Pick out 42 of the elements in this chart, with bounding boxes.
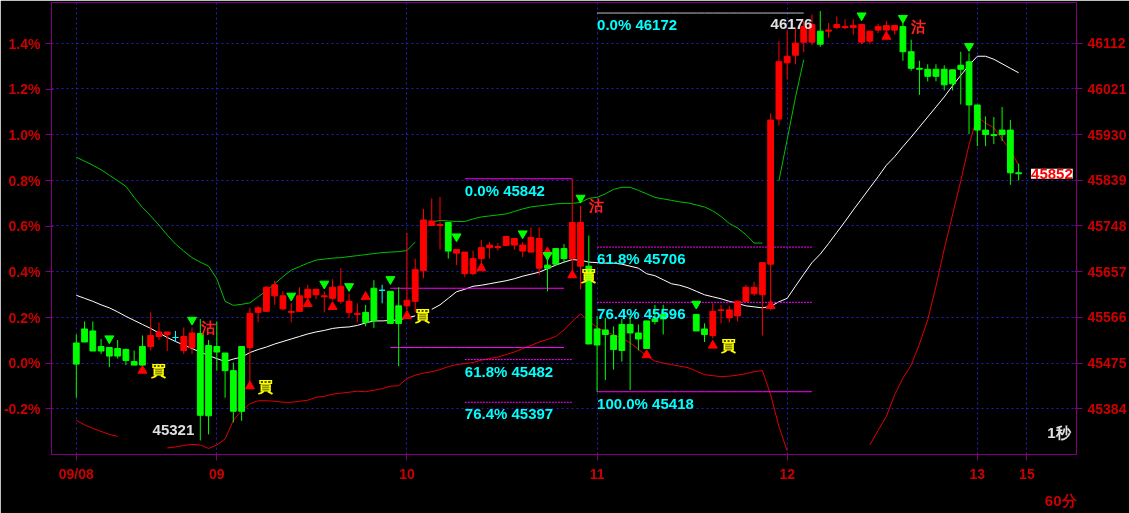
y-tick-label: 46021 [1087,80,1127,97]
y-tick-label: 45748 [1087,217,1127,234]
y2-tick-label: 0.4% [8,263,42,280]
y-tick-label: 45475 [1087,355,1127,372]
y-tick-label: 45657 [1087,263,1127,280]
series-label: 0.0% 45842 [464,181,545,199]
y-tick-label: 45930 [1087,126,1127,143]
data-label: 買 [720,337,737,355]
y-tick-label: 46112 [1087,35,1126,52]
y2-tick-label: 1.2% [8,81,42,98]
y2-tick-label: 0.2% [8,309,42,326]
y-tick-label: 45839 [1087,172,1127,189]
series-label: 0.0% 46172 [597,16,678,34]
data-label: 沽 [588,197,605,215]
y2-tick-label: 0.8% [8,172,42,189]
x-tick-label: 10 [399,465,415,482]
x-tick-label: 09 [209,465,225,482]
y2-tick-label: 0.0% [8,355,42,372]
x-tick-label: 11 [589,465,605,482]
text: 60分 [1044,491,1078,509]
y2-tick-label: 1.4% [8,35,42,52]
y-tick-label: 45384 [1087,400,1127,417]
data-label: 沽 [199,319,216,337]
series-label: 61.8% 45706 [597,250,686,268]
text: 45852 [1031,164,1073,182]
data-label: 沽 [910,17,927,35]
data-label: 買 [149,362,166,380]
data-label: 買 [257,377,274,395]
text: 1秒 [1047,423,1072,441]
series-label: 76.4% 45397 [464,405,554,423]
x-tick-label: 12 [779,465,796,482]
x-tick-label: 09/08 [58,465,95,482]
y-tick-label: 45566 [1087,309,1127,326]
x-tick-label: 13 [969,465,986,482]
y2-tick-label: -0.2% [3,400,42,417]
x-tick-label: 15 [1019,465,1035,482]
text: 45321 [152,421,195,439]
series-label: 100.0% 45418 [597,394,694,412]
series-label: 61.8% 45482 [464,362,554,380]
data-label: 買 [414,307,431,325]
y2-tick-label: 0.6% [8,218,42,235]
y2-tick-label: 1.0% [8,126,42,143]
